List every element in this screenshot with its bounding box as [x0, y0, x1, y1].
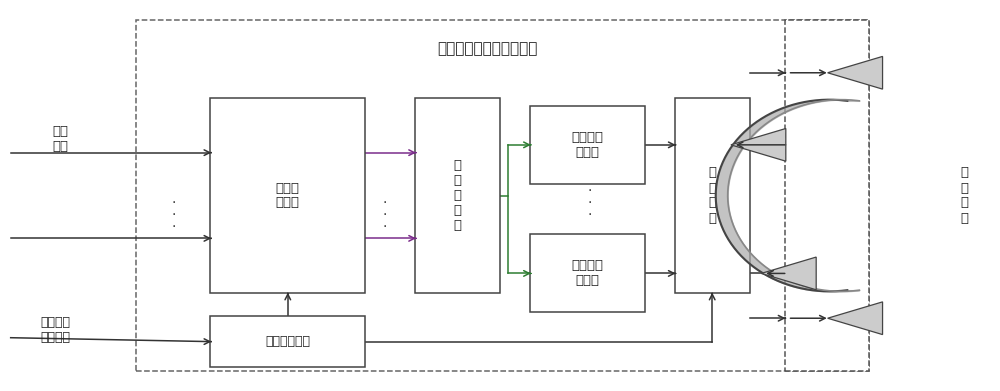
Polygon shape — [828, 302, 883, 335]
Text: ·
·
·: · · · — [383, 196, 387, 234]
Polygon shape — [761, 257, 816, 290]
Polygon shape — [828, 56, 883, 89]
Text: 天
线
阵
列: 天 线 阵 列 — [960, 167, 968, 224]
Bar — [530, 106, 645, 184]
Text: ·
·
·: · · · — [588, 185, 592, 222]
Text: 实时控制电路: 实时控制电路 — [265, 335, 310, 348]
Bar — [415, 98, 500, 293]
Text: 射频功率
放大器: 射频功率 放大器 — [571, 131, 603, 159]
Text: 天线阵列及馈电控制系统: 天线阵列及馈电控制系统 — [438, 41, 538, 56]
Bar — [210, 316, 365, 367]
Polygon shape — [731, 129, 786, 161]
Text: 实时同步
控制信号: 实时同步 控制信号 — [41, 316, 71, 344]
Text: 射频
信号: 射频 信号 — [53, 125, 69, 153]
Text: 极
化
控
制: 极 化 控 制 — [708, 167, 716, 224]
Bar — [675, 98, 750, 293]
Text: 馈电控
制电路: 馈电控 制电路 — [276, 181, 300, 210]
Bar — [530, 235, 645, 312]
Bar — [136, 20, 869, 371]
Text: 射频功率
放大器: 射频功率 放大器 — [571, 259, 603, 287]
Bar — [210, 98, 365, 293]
Text: ·
·
·: · · · — [171, 196, 176, 234]
Bar — [785, 20, 869, 371]
Text: 功
率
合
成
器: 功 率 合 成 器 — [454, 159, 462, 232]
